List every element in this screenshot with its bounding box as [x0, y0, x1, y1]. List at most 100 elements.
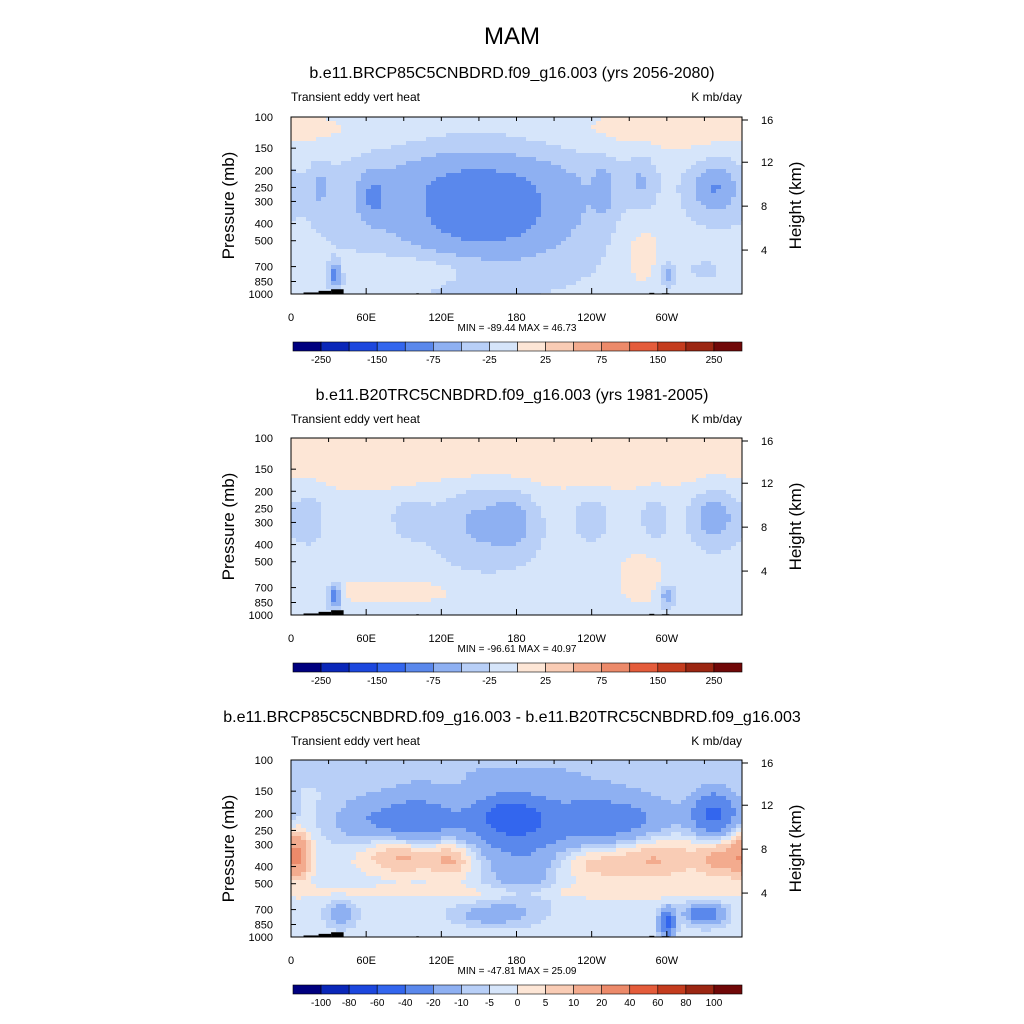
field-cell — [341, 245, 347, 250]
field-cell — [546, 221, 552, 226]
field-cell — [371, 241, 377, 246]
field-cell — [511, 201, 517, 206]
field-cell — [736, 229, 742, 234]
field-cell — [316, 233, 322, 238]
field-cell — [576, 285, 582, 290]
field-cell — [716, 157, 722, 162]
field-cell — [586, 209, 592, 214]
field-cell — [306, 153, 312, 158]
field-cell — [296, 221, 302, 226]
field-cell — [546, 193, 552, 198]
field-cell — [381, 149, 387, 154]
field-cell — [526, 149, 532, 154]
field-cell — [701, 217, 707, 222]
field-cell — [451, 137, 457, 142]
field-cell — [361, 185, 367, 190]
field-cell — [326, 173, 332, 178]
field-cell — [721, 281, 727, 286]
field-cell — [446, 269, 452, 274]
field-cell — [541, 253, 547, 258]
field-cell — [436, 213, 442, 218]
field-cell — [731, 205, 737, 210]
field-cell — [386, 466, 392, 471]
field-cell — [606, 149, 612, 154]
field-cell — [681, 446, 687, 451]
field-cell — [406, 454, 412, 459]
field-cell — [351, 438, 357, 443]
field-cell — [521, 217, 527, 222]
field-cell — [431, 209, 437, 214]
field-cell — [291, 458, 297, 463]
field-cell — [491, 470, 497, 475]
field-cell — [536, 458, 542, 463]
field-cell — [531, 241, 537, 246]
field-cell — [516, 217, 522, 222]
field-cell — [426, 161, 432, 166]
field-cell — [551, 149, 557, 154]
field-cell — [421, 149, 427, 154]
field-cell — [356, 117, 362, 122]
field-cell — [526, 269, 532, 274]
field-cell — [371, 466, 377, 471]
field-cell — [406, 153, 412, 158]
field-cell — [461, 173, 467, 178]
field-cell — [346, 209, 352, 214]
field-cell — [701, 213, 707, 218]
field-cell — [611, 193, 617, 198]
field-cell — [356, 245, 362, 250]
field-cell — [406, 253, 412, 258]
field-cell — [666, 181, 672, 186]
field-cell — [721, 153, 727, 158]
field-cell — [321, 245, 327, 250]
field-cell — [631, 141, 637, 146]
field-cell — [321, 161, 327, 166]
field-cell — [656, 454, 662, 459]
field-cell — [711, 133, 717, 138]
field-cell — [631, 189, 637, 194]
field-cell — [536, 269, 542, 274]
field-cell — [486, 462, 492, 467]
field-cell — [376, 281, 382, 286]
field-cell — [441, 209, 447, 214]
field-cell — [651, 446, 657, 451]
field-cell — [711, 153, 717, 158]
field-cell — [311, 273, 317, 278]
field-cell — [626, 249, 632, 254]
field-cell — [706, 141, 712, 146]
field-cell — [471, 470, 477, 475]
field-cell — [671, 149, 677, 154]
field-cell — [736, 265, 742, 270]
field-cell — [536, 470, 542, 475]
field-cell — [601, 245, 607, 250]
field-cell — [666, 446, 672, 451]
field-cell — [316, 141, 322, 146]
field-cell — [436, 277, 442, 282]
field-cell — [401, 165, 407, 170]
field-cell — [401, 125, 407, 130]
field-cell — [696, 466, 702, 471]
field-cell — [341, 253, 347, 258]
field-cell — [626, 225, 632, 230]
field-cell — [441, 466, 447, 471]
field-cell — [601, 185, 607, 190]
field-cell — [616, 241, 622, 246]
field-cell — [571, 205, 577, 210]
field-cell — [521, 161, 527, 166]
field-cell — [671, 241, 677, 246]
field-cell — [716, 213, 722, 218]
field-cell — [571, 265, 577, 270]
field-cell — [526, 253, 532, 258]
field-cell — [586, 177, 592, 182]
field-cell — [346, 153, 352, 158]
field-cell — [411, 470, 417, 475]
field-cell — [501, 149, 507, 154]
field-cell — [551, 229, 557, 234]
field-cell — [421, 209, 427, 214]
field-cell — [681, 237, 687, 242]
field-cell — [411, 225, 417, 230]
field-cell — [311, 189, 317, 194]
field-cell — [381, 129, 387, 134]
field-cell — [496, 133, 502, 138]
field-cell — [526, 169, 532, 174]
field-cell — [696, 117, 702, 122]
